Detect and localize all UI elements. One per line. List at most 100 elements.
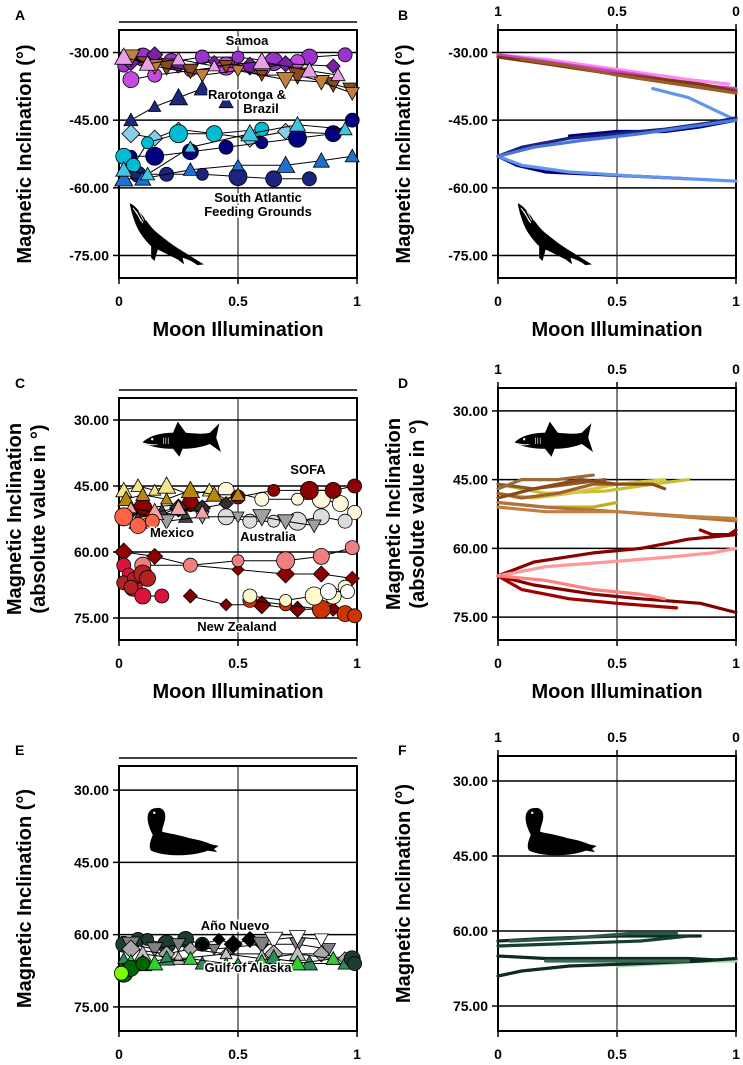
y-tick-label: 75.00 — [74, 999, 109, 1015]
x-tick-label: 1 — [732, 1046, 740, 1062]
data-point — [181, 63, 200, 80]
data-point — [138, 54, 157, 71]
data-point — [219, 956, 233, 969]
data-point — [325, 950, 341, 965]
data-point — [146, 954, 164, 971]
panel-label-a: A — [15, 7, 25, 23]
data-point — [276, 551, 296, 571]
panel-label-e: E — [15, 742, 24, 758]
y-tick-label: 60.00 — [74, 927, 109, 943]
data-point — [337, 121, 353, 136]
series-connector — [130, 507, 203, 513]
panel-d: D 30.00 45.00 60.00 75.00 0 0.5 1 1 0.5 0 Moon Illu… — [383, 361, 740, 703]
data-point — [231, 50, 245, 64]
y-axis-title: Magnetic Inclination (°) — [14, 44, 36, 263]
shark-silhouette-icon — [514, 421, 594, 458]
annotation-label: Rarotonga & — [208, 87, 286, 102]
series-line — [496, 533, 738, 578]
x-tick-label: 1 — [732, 655, 740, 671]
data-layer — [114, 46, 360, 188]
y-tick-label: 60.00 — [453, 923, 488, 939]
data-point — [218, 60, 234, 74]
y-tick-label: 30.00 — [74, 412, 109, 428]
series-line — [496, 546, 738, 578]
data-point — [300, 61, 319, 78]
data-point — [156, 58, 177, 76]
panel-label-c: C — [15, 375, 25, 391]
data-point — [134, 587, 152, 605]
top-tick-label: 0.5 — [607, 729, 627, 745]
data-point — [337, 47, 353, 63]
data-point — [291, 492, 304, 506]
series-line — [496, 505, 738, 521]
data-point — [264, 948, 284, 967]
data-point — [330, 67, 346, 82]
series-line — [496, 118, 738, 158]
data-point — [114, 47, 134, 65]
data-point — [129, 517, 147, 534]
y-tick-label: 60.00 — [74, 544, 109, 560]
data-point — [347, 956, 363, 971]
data-point — [114, 168, 134, 187]
shark-silhouette-icon — [142, 421, 222, 458]
data-point — [146, 942, 164, 958]
data-point — [344, 540, 360, 555]
series-line — [496, 934, 690, 948]
x-tick-label: 0.5 — [607, 655, 627, 671]
x-tick-label: 0.5 — [607, 1046, 627, 1062]
annotation-label: SOFA — [290, 462, 326, 477]
data-point — [301, 171, 317, 187]
data-point — [223, 934, 243, 954]
data-point — [115, 160, 133, 177]
data-point — [169, 499, 188, 515]
data-point — [279, 594, 293, 607]
data-point — [125, 157, 141, 173]
data-point — [121, 124, 141, 144]
annotation-label: Gulf of Alaska — [205, 960, 293, 975]
seal-silhouette-icon — [525, 807, 597, 856]
annotation-label: Mexico — [150, 525, 194, 540]
y-tick-label: 75.00 — [453, 609, 488, 625]
data-point — [146, 547, 164, 565]
panel-a: A -30.00 -45.00 -60.00 -75.00 0 0.5 1 Moon Illum… — [14, 7, 361, 341]
y-axis-title: Magnetic Inclination (°) — [14, 789, 36, 1008]
y-tick-label: 45.00 — [453, 472, 488, 488]
data-point — [205, 485, 223, 502]
data-point — [347, 505, 363, 520]
data-point — [320, 583, 337, 600]
data-point — [267, 514, 281, 528]
data-point — [324, 481, 342, 499]
data-point — [194, 69, 210, 83]
data-point — [275, 72, 296, 90]
y-tick-label: 75.00 — [74, 610, 109, 626]
data-point — [231, 511, 245, 524]
y-axis-title-line2: (absolute value in °) — [28, 424, 50, 613]
series-line — [496, 956, 738, 978]
y-tick-label: 45.00 — [74, 478, 109, 494]
y-tick-label: 75.00 — [453, 998, 488, 1014]
panel-label-d: D — [398, 375, 408, 391]
annotation-label: New Zealand — [197, 619, 277, 634]
x-tick-label: 1 — [353, 1046, 361, 1062]
data-point — [207, 943, 221, 956]
data-point — [252, 509, 272, 527]
data-point — [183, 140, 198, 153]
annotation-label: Año Nuevo — [201, 918, 270, 933]
data-point — [193, 79, 211, 96]
data-point — [114, 507, 134, 527]
data-point — [205, 125, 223, 143]
x-axis-title: Moon Illumination — [531, 319, 702, 341]
data-point — [276, 564, 296, 584]
y-tick-label: 30.00 — [453, 773, 488, 789]
data-point — [267, 483, 281, 497]
data-layer — [496, 931, 738, 978]
data-point — [231, 956, 245, 969]
data-point — [264, 931, 284, 950]
data-point — [265, 170, 283, 188]
series-line — [496, 574, 667, 601]
top-tick-label: 1 — [494, 3, 502, 19]
data-point — [117, 951, 131, 964]
